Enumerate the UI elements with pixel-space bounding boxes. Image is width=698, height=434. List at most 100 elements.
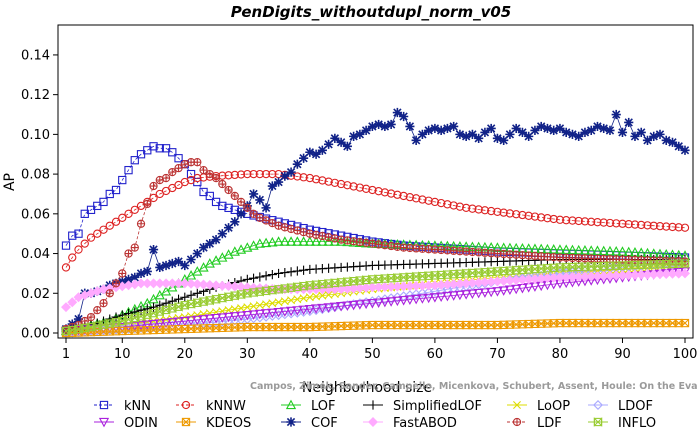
data-point: [354, 300, 365, 310]
data-point: [111, 279, 121, 288]
data-point: [411, 294, 422, 305]
data-point: [229, 246, 240, 256]
data-point: [586, 245, 597, 255]
data-point: [274, 221, 283, 230]
data-point: [211, 280, 222, 291]
data-point: [292, 266, 302, 276]
data-point: [217, 229, 227, 239]
credit-text: Campos, Zimek, Sander, Campello, Micenko…: [250, 381, 698, 392]
legend-symbol: [98, 417, 110, 428]
data-point: [462, 203, 471, 213]
data-point: [643, 221, 652, 230]
data-point: [367, 121, 377, 132]
legend-label: LDF: [537, 416, 562, 431]
data-point: [323, 236, 334, 246]
data-point: [499, 208, 508, 217]
data-point: [674, 223, 683, 232]
data-point: [123, 274, 134, 284]
data-point: [268, 299, 277, 308]
data-point: [280, 223, 289, 232]
data-point: [405, 192, 415, 202]
data-point: [524, 211, 533, 220]
data-point: [449, 121, 459, 132]
legend-symbol: [368, 417, 378, 427]
data-point: [586, 125, 596, 136]
data-point: [517, 127, 528, 137]
data-point: [536, 121, 546, 132]
data-point: [74, 229, 83, 238]
data-point: [243, 203, 252, 213]
data-point: [261, 271, 271, 281]
data-point: [361, 299, 372, 310]
data-point: [224, 203, 233, 213]
data-point: [499, 135, 509, 145]
data-point: [667, 137, 678, 147]
data-point: [273, 268, 284, 279]
data-point: [567, 129, 578, 139]
data-point: [173, 294, 184, 304]
data-point: [255, 169, 264, 179]
x-tick-label: 90: [614, 347, 631, 362]
data-point: [398, 296, 409, 306]
data-point: [498, 286, 509, 296]
data-point: [492, 287, 503, 297]
data-point: [280, 171, 290, 181]
data-point: [348, 300, 359, 311]
data-point: [429, 293, 441, 303]
x-tick-label: 1: [62, 347, 70, 362]
data-point: [549, 214, 558, 224]
data-point: [411, 135, 421, 145]
data-point: [555, 215, 565, 224]
y-axis: 0.00 0.02 0.04 0.06 0.08 0.10 0.12 0.14: [21, 48, 58, 342]
data-point: [118, 213, 127, 222]
data-point: [211, 235, 221, 245]
x-tick-label: 20: [177, 347, 194, 362]
data-point: [168, 167, 177, 177]
data-point: [562, 216, 571, 225]
data-point: [105, 221, 114, 230]
y-tick-label: 0.06: [21, 207, 50, 222]
data-point: [504, 285, 516, 296]
data-point: [487, 206, 496, 216]
data-point: [637, 220, 646, 230]
data-point: [74, 245, 83, 254]
data-point: [111, 217, 121, 226]
data-point: [348, 237, 359, 247]
data-point: [449, 201, 458, 210]
data-point: [524, 131, 534, 141]
data-point: [155, 144, 164, 153]
plot-frame: [57, 24, 694, 339]
data-point: [223, 281, 234, 292]
data-point: [86, 312, 96, 322]
data-point: [130, 307, 140, 317]
data-point: [149, 142, 158, 151]
data-point: [454, 290, 466, 301]
data-point: [248, 240, 259, 250]
data-point: [324, 139, 334, 149]
data-point: [279, 236, 290, 246]
data-point: [99, 299, 108, 308]
data-point: [605, 218, 615, 228]
data-point: [248, 189, 259, 199]
data-point: [218, 179, 227, 189]
data-point: [317, 303, 328, 314]
data-point: [386, 189, 396, 198]
data-point: [680, 318, 690, 328]
data-point: [336, 137, 346, 147]
data-point: [298, 265, 309, 275]
data-point: [305, 147, 315, 157]
legend-symbol: [512, 417, 522, 427]
data-point: [105, 289, 114, 298]
legend-item-fastabod: FastABOD: [363, 416, 457, 431]
data-point: [229, 312, 240, 322]
data-point: [186, 278, 197, 289]
data-point: [580, 127, 590, 137]
data-point: [655, 221, 665, 231]
data-point: [173, 317, 184, 328]
data-point: [474, 205, 483, 214]
legend-label: FastABOD: [393, 416, 457, 431]
data-point: [261, 169, 271, 179]
data-point: [342, 301, 353, 311]
data-point: [624, 220, 633, 229]
data-point: [299, 227, 308, 237]
